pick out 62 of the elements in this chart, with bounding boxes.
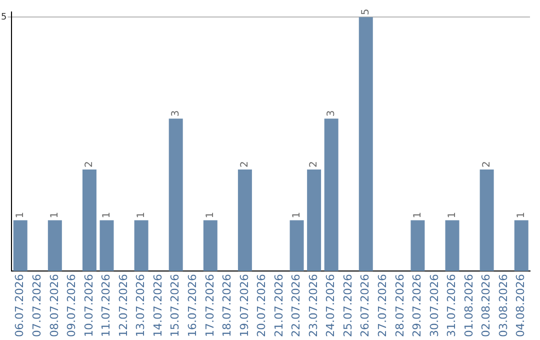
x-tick-label: 23.07.2026	[306, 274, 320, 338]
x-tick-label: 19.07.2026	[238, 274, 251, 338]
x-tick-label: 06.07.2026	[13, 274, 26, 338]
bar	[307, 169, 322, 272]
x-tick-label: 21.07.2026	[272, 274, 286, 338]
x-tick-label: 02.08.2026	[480, 274, 493, 338]
x-tick-label: 25.07.2026	[341, 274, 354, 338]
x-tick-label: 27.07.2026	[376, 274, 390, 338]
x-tick-label: 20.07.2026	[255, 274, 268, 338]
bar	[410, 220, 425, 272]
x-tick-label: 16.07.2026	[186, 274, 199, 338]
data-label: 3	[326, 110, 337, 117]
x-tick-label: 31.07.2026	[445, 274, 458, 338]
data-label: 2	[481, 161, 492, 168]
data-label: 2	[240, 161, 251, 168]
bar	[100, 220, 114, 272]
x-tick-label: 29.07.2026	[410, 274, 424, 338]
bar	[324, 118, 338, 272]
data-label: 1	[291, 212, 302, 218]
x-tick-label: 10.07.2026	[82, 274, 96, 338]
data-label: 1	[446, 212, 458, 218]
data-label: 1	[516, 212, 527, 218]
data-label: 1	[14, 212, 26, 218]
x-tick-label: 09.07.2026	[65, 274, 78, 338]
bar	[290, 220, 304, 272]
x-tick-label: 26.07.2026	[358, 274, 372, 338]
x-tick-label: 28.07.2026	[393, 274, 406, 338]
x-tick-label: 03.08.2026	[496, 274, 510, 338]
x-tick-label: 22.07.2026	[290, 274, 303, 338]
data-label: 2	[84, 161, 96, 168]
data-label: 1	[50, 212, 61, 218]
bar	[480, 169, 494, 272]
data-label: 5	[360, 8, 372, 16]
x-tick-label: 24.07.2026	[324, 274, 338, 338]
bar	[134, 220, 148, 272]
bar	[203, 220, 218, 272]
x-tick-label: 07.07.2026	[30, 274, 44, 338]
x-tick-label: 30.07.2026	[428, 274, 441, 338]
data-label: 1	[204, 212, 216, 218]
x-tick-label: 17.07.2026	[203, 274, 216, 338]
x-tick-label: 15.07.2026	[168, 274, 182, 338]
x-tick-label: 08.07.2026	[48, 274, 61, 338]
bar	[514, 220, 528, 272]
bar	[168, 118, 183, 272]
data-label: 1	[136, 212, 147, 218]
x-tick-label: 11.07.2026	[100, 274, 113, 338]
data-label: 1	[101, 212, 112, 218]
x-tick-label: 18.07.2026	[220, 274, 234, 338]
bar	[82, 169, 96, 272]
bar	[445, 220, 460, 272]
bar	[48, 220, 62, 272]
bar	[13, 220, 28, 272]
bar	[238, 169, 252, 272]
data-label: 1	[412, 212, 424, 218]
data-label: 2	[308, 161, 320, 168]
data-label: 3	[170, 110, 182, 117]
bar	[358, 17, 373, 272]
x-tick-label: 04.08.2026	[514, 274, 528, 338]
x-tick-label: 13.07.2026	[134, 274, 148, 338]
x-tick-label: 12.07.2026	[116, 274, 130, 338]
x-tick-label: 01.08.2026	[462, 274, 476, 338]
x-tick-label: 14.07.2026	[151, 274, 164, 338]
